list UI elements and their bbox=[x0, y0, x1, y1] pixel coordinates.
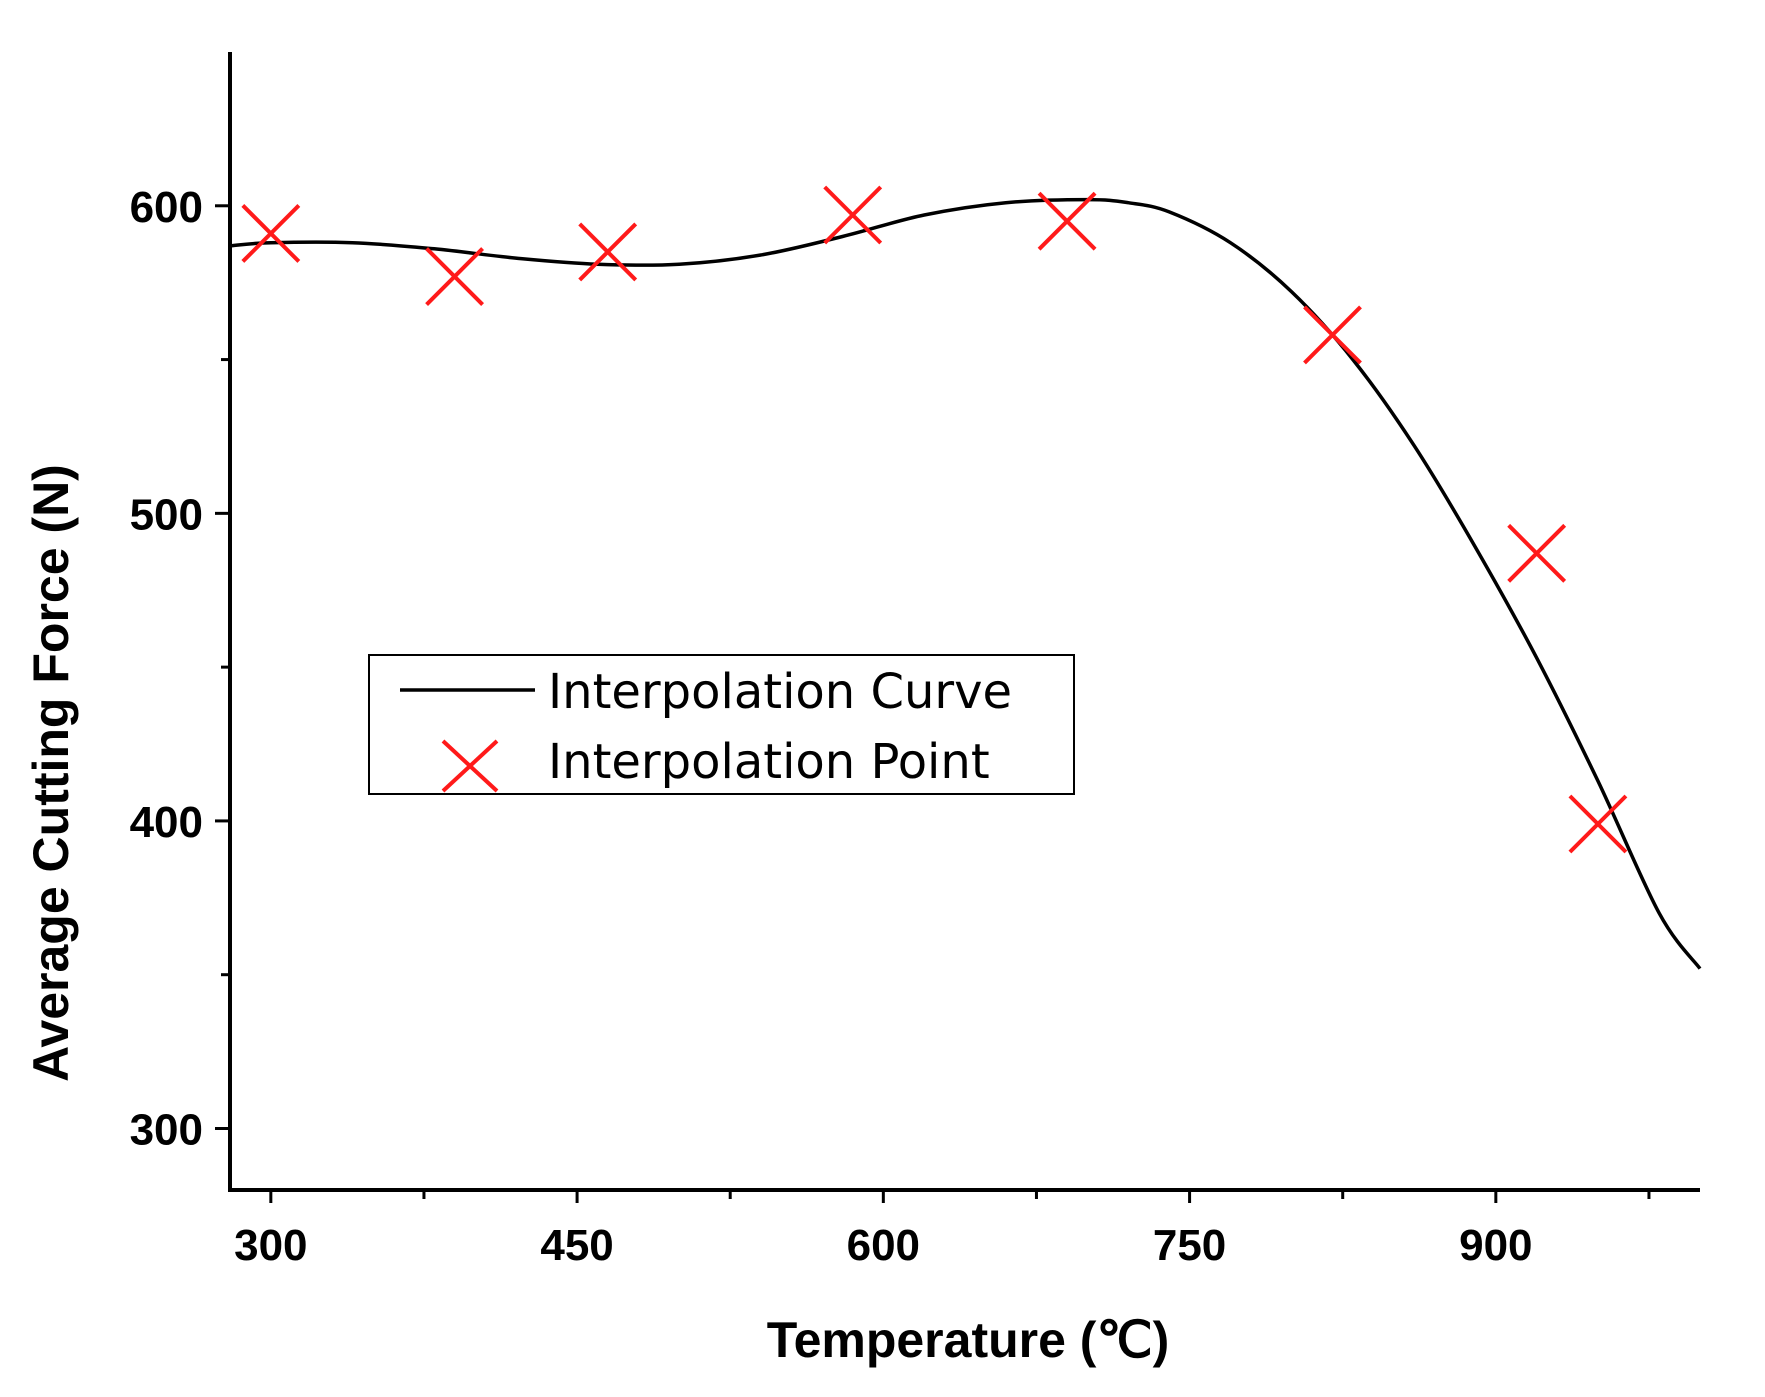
x-axis-title: Temperature (℃) bbox=[767, 1312, 1170, 1368]
y-tick-label: 500 bbox=[130, 490, 203, 539]
plot-area bbox=[229, 185, 1702, 970]
x-tick-label: 600 bbox=[847, 1221, 920, 1270]
x-tick-label: 450 bbox=[540, 1221, 613, 1270]
x-ticks: 300 450 600 750 900 bbox=[234, 1190, 1651, 1270]
interpolation-point bbox=[241, 204, 301, 263]
legend-marker-swatch bbox=[441, 739, 499, 793]
interpolation-curve-line bbox=[229, 197, 1702, 970]
interpolation-point bbox=[578, 222, 638, 282]
axes bbox=[228, 52, 1700, 1192]
x-tick-label: 300 bbox=[234, 1221, 307, 1270]
interpolation-point bbox=[1507, 523, 1567, 583]
interpolation-point bbox=[1037, 191, 1097, 251]
legend-box bbox=[368, 654, 1075, 795]
y-tick-label: 400 bbox=[130, 798, 203, 847]
y-tick-label: 600 bbox=[130, 183, 203, 232]
legend-label-curve: Interpolation Curve bbox=[548, 664, 1012, 720]
legend-label-points: Interpolation Point bbox=[548, 734, 990, 790]
interpolation-point bbox=[823, 185, 883, 245]
y-axis-title: Average Cutting Force (N) bbox=[23, 464, 79, 1082]
y-tick-label: 300 bbox=[130, 1105, 203, 1154]
x-tick-label: 750 bbox=[1153, 1221, 1226, 1270]
interpolation-point bbox=[1568, 794, 1628, 854]
legend: Interpolation Curve Interpolation Point bbox=[368, 654, 1075, 795]
interpolation-point-markers bbox=[241, 185, 1628, 854]
y-ticks: 300 400 500 600 bbox=[130, 183, 230, 1154]
x-tick-label: 900 bbox=[1459, 1221, 1532, 1270]
interpolation-point bbox=[1303, 305, 1362, 365]
interpolation-point bbox=[425, 247, 484, 306]
